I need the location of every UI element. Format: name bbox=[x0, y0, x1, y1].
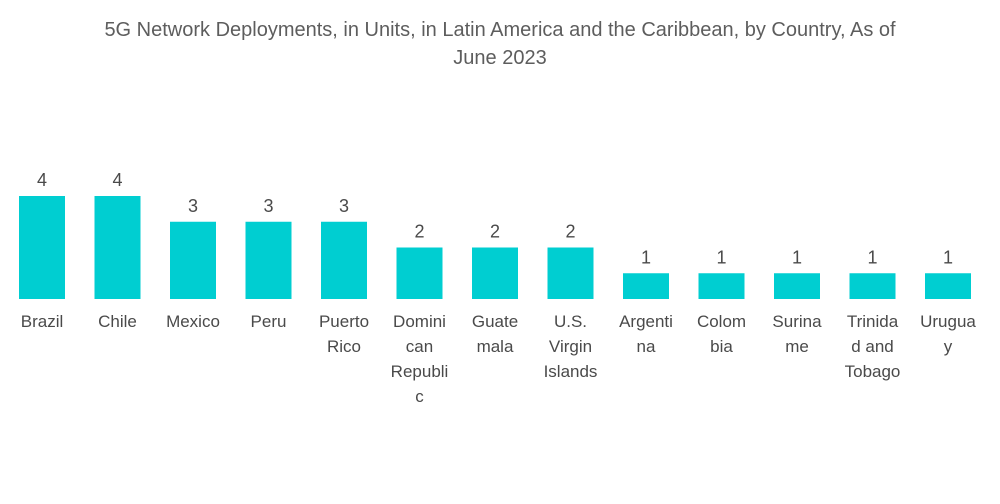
data-label: 1 bbox=[641, 247, 651, 267]
category-label: Chile bbox=[98, 312, 137, 331]
data-label: 1 bbox=[867, 247, 877, 267]
bars-group bbox=[19, 196, 971, 299]
data-label: 2 bbox=[565, 222, 575, 242]
data-label: 4 bbox=[112, 170, 122, 190]
category-label: Peru bbox=[251, 312, 287, 331]
category-label: Surina me bbox=[772, 312, 822, 356]
data-label: 3 bbox=[339, 196, 349, 216]
category-labels-group: Brazil Chile Mexico Peru Puerto Rico Domini can… bbox=[21, 312, 977, 406]
data-labels-group: 4 4 3 3 3 2 2 2 1 1 1 1 1 bbox=[37, 170, 953, 267]
chart-title-line-1: 5G Network Deployments, in Units, in Lat… bbox=[104, 19, 896, 41]
bar-colombia bbox=[698, 273, 745, 299]
category-label: Puerto Rico bbox=[319, 312, 369, 356]
data-label: 2 bbox=[414, 222, 424, 242]
chart-title: 5G Network Deployments, in Units, in Lat… bbox=[0, 16, 1000, 72]
data-label: 3 bbox=[263, 196, 273, 216]
category-label: U.S. Virgin Islands bbox=[544, 312, 598, 381]
category-label: Mexico bbox=[166, 312, 220, 331]
bar-argentina bbox=[623, 273, 669, 299]
category-label: Brazil bbox=[21, 312, 64, 331]
data-label: 3 bbox=[188, 196, 198, 216]
category-label: Colom bia bbox=[697, 312, 746, 356]
chart-title-line-2: June 2023 bbox=[453, 47, 547, 69]
bar-mexico bbox=[170, 221, 216, 299]
category-label: Domini can Republi c bbox=[391, 312, 449, 406]
bar-peru bbox=[245, 221, 292, 299]
bar-trinidad-and-tobago bbox=[849, 273, 896, 299]
bar-guatemala bbox=[472, 247, 518, 299]
category-label: Trinida d and Tobago bbox=[845, 312, 901, 381]
data-label: 1 bbox=[716, 247, 726, 267]
data-label: 2 bbox=[490, 222, 500, 242]
data-label: 1 bbox=[792, 247, 802, 267]
category-label: Guate mala bbox=[472, 312, 518, 356]
bar-puerto-rico bbox=[321, 221, 367, 299]
bar-suriname bbox=[774, 273, 820, 299]
category-label: Urugua y bbox=[920, 312, 976, 356]
data-label: 4 bbox=[37, 170, 47, 190]
bar-chile bbox=[94, 196, 141, 299]
category-label: Argenti na bbox=[619, 312, 673, 356]
bar-dominican-republic bbox=[396, 247, 443, 299]
bar-u-s-virgin-islands bbox=[547, 247, 594, 299]
data-label: 1 bbox=[943, 247, 953, 267]
bar-brazil bbox=[19, 196, 65, 299]
bar-uruguay bbox=[925, 273, 971, 299]
